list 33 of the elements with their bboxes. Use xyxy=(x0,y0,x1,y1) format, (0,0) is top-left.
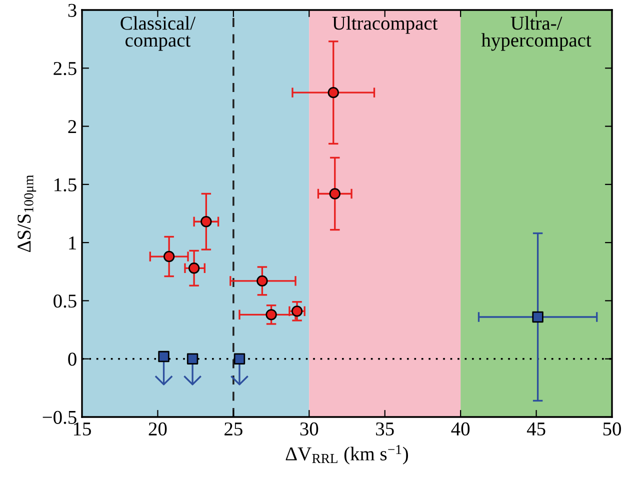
x-tick-label: 15 xyxy=(74,422,91,436)
point xyxy=(158,350,170,362)
point xyxy=(328,86,339,98)
x-tick-label: 50 xyxy=(603,422,621,436)
x-tick-label: 25 xyxy=(224,422,242,436)
band-label: Ultracompact xyxy=(332,16,438,34)
point xyxy=(266,309,277,320)
point xyxy=(329,188,340,200)
x-tick-label: 45 xyxy=(526,422,546,436)
y-tick-label: 0 xyxy=(68,352,76,366)
y-tick-label: 2 xyxy=(68,120,76,134)
x-tick-label: 40 xyxy=(451,422,470,436)
y-tick-label: 3 xyxy=(68,4,76,17)
band-label: Ultra-/ hypercompact xyxy=(481,16,592,51)
y-tick-label: 1 xyxy=(69,236,76,250)
point xyxy=(186,353,198,364)
x-tick-label: 30 xyxy=(300,422,318,436)
point xyxy=(532,311,544,323)
y-tick-label: 2.5 xyxy=(54,62,76,76)
point xyxy=(200,216,212,228)
y-axis-title: ΔS/S$_{100μm}$ xyxy=(18,175,36,252)
x-tick-label: 20 xyxy=(148,422,167,436)
y-tick-label: −0.5 xyxy=(42,410,76,424)
band-label: Classical/ compact xyxy=(120,16,196,51)
x-tick-label: 35 xyxy=(376,422,394,436)
y-tick-label: 0.5 xyxy=(54,294,76,308)
point xyxy=(234,353,246,364)
point xyxy=(256,275,268,287)
point xyxy=(291,306,303,317)
y-tick-label: 1.5 xyxy=(54,178,76,192)
point xyxy=(188,262,200,274)
point xyxy=(163,250,175,262)
x-axis-title: ΔV$_{RRL}$ (km s$^{−1}$) xyxy=(286,445,408,464)
